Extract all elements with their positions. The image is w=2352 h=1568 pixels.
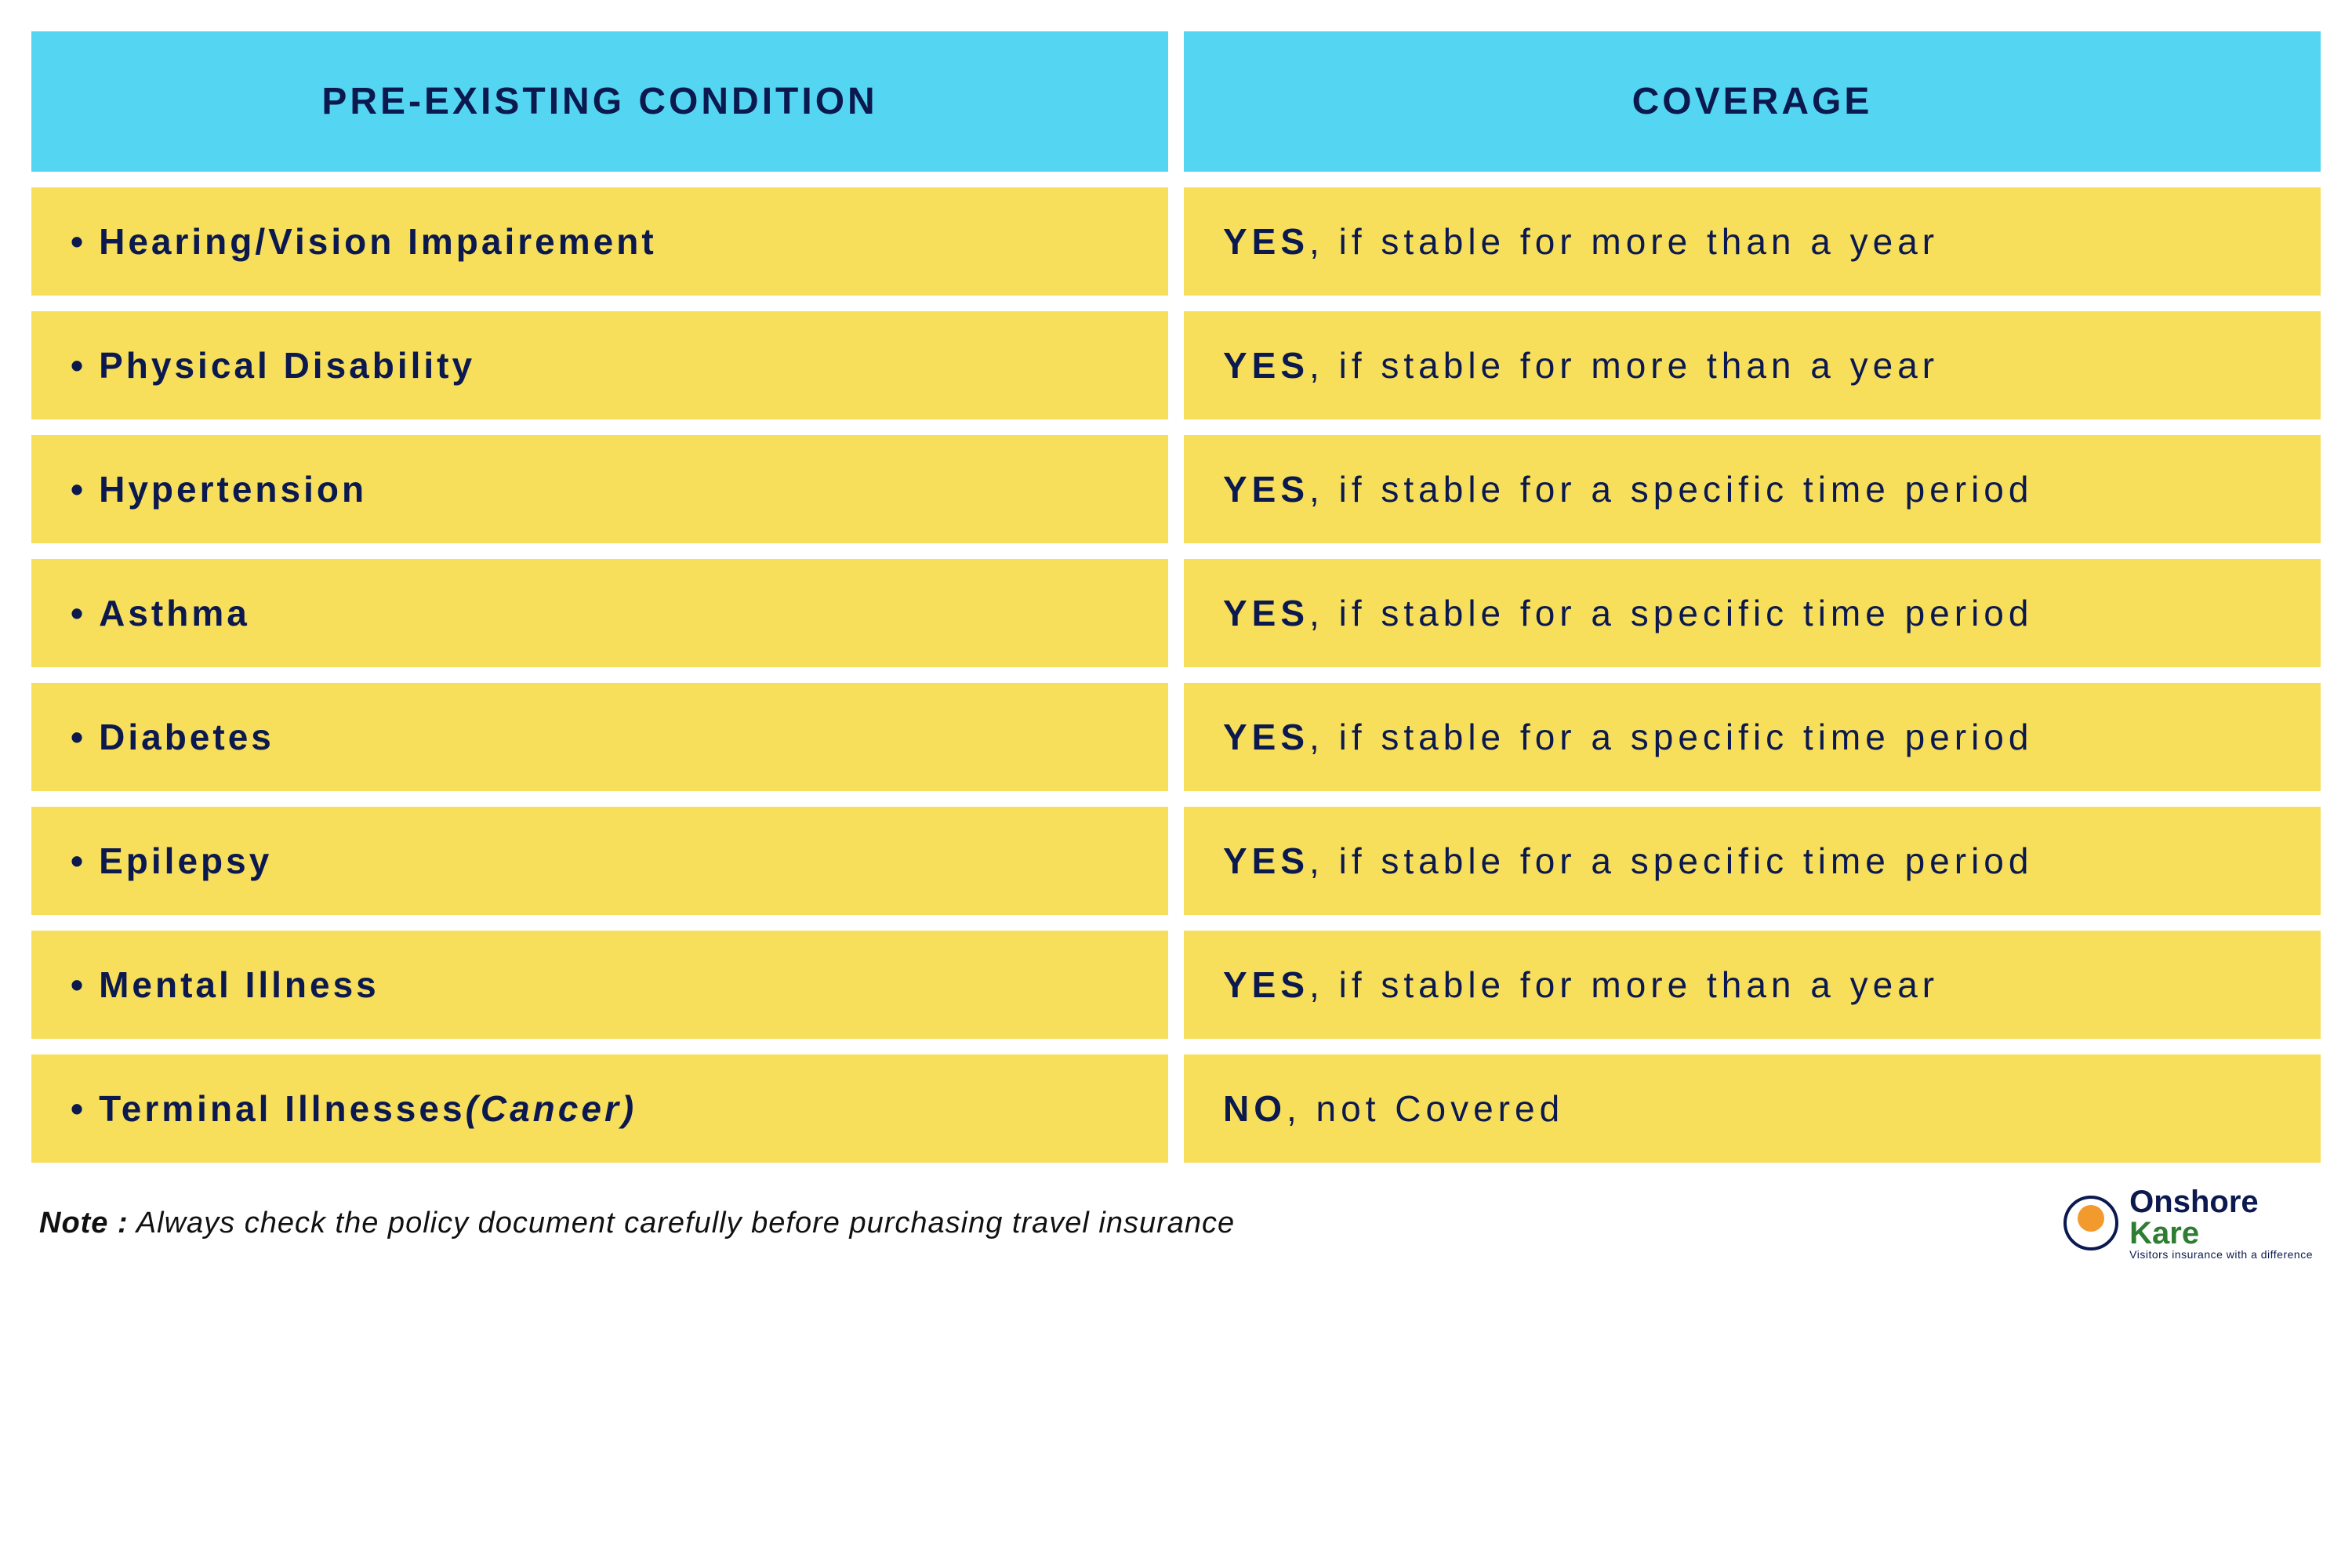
brand-logo: OnshoreKare Visitors insurance with a di… bbox=[2063, 1186, 2313, 1260]
bullet-icon: • bbox=[71, 840, 86, 882]
coverage-detail: , if stable for more than a year bbox=[1309, 964, 1939, 1006]
bullet-icon: • bbox=[71, 344, 86, 387]
condition-text: Asthma bbox=[99, 592, 250, 634]
table-row: • Hypertension YES, if stable for a specif… bbox=[31, 435, 2321, 543]
condition-cell: • Terminal Illnesses (Cancer) bbox=[31, 1054, 1168, 1163]
coverage-cell: YES, if stable for a specific time perio… bbox=[1184, 683, 2321, 791]
logo-tagline: Visitors insurance with a difference bbox=[2129, 1249, 2313, 1260]
coverage-answer: YES bbox=[1223, 220, 1309, 263]
footer: Note : Always check the policy document … bbox=[31, 1178, 2321, 1260]
coverage-detail: , if stable for a specific time period bbox=[1309, 592, 2033, 634]
condition-text: Physical Disability bbox=[99, 344, 475, 387]
condition-cell: • Diabetes bbox=[31, 683, 1168, 791]
condition-cell: • Hypertension bbox=[31, 435, 1168, 543]
bullet-icon: • bbox=[71, 964, 86, 1006]
condition-cell: • Epilepsy bbox=[31, 807, 1168, 915]
table-header-row: PRE-EXISTING CONDITION COVERAGE bbox=[31, 31, 2321, 187]
table-row: • Diabetes YES, if stable for a specific t… bbox=[31, 683, 2321, 791]
table-row: • Epilepsy YES, if stable for a specific t… bbox=[31, 807, 2321, 915]
condition-text: Hypertension bbox=[99, 468, 367, 510]
coverage-answer: YES bbox=[1223, 840, 1309, 882]
table-body: •Hearing/Vision ImpairementYES, if stabl… bbox=[31, 187, 2321, 1178]
footnote: Note : Always check the policy document … bbox=[39, 1207, 1235, 1240]
footnote-text: Always check the policy document careful… bbox=[129, 1207, 1236, 1240]
coverage-detail: , if stable for a specific time period bbox=[1309, 468, 2033, 510]
coverage-answer: YES bbox=[1223, 964, 1309, 1006]
coverage-answer: YES bbox=[1223, 592, 1309, 634]
coverage-answer: NO bbox=[1223, 1087, 1287, 1130]
coverage-detail: , not Covered bbox=[1287, 1087, 1564, 1130]
table-row: • Physical Disability YES, if stable for m… bbox=[31, 311, 2321, 419]
coverage-cell: YES, if stable for a specific time perio… bbox=[1184, 559, 2321, 667]
coverage-cell: YES, if stable for more than a year bbox=[1184, 311, 2321, 419]
bullet-icon: • bbox=[71, 1087, 86, 1130]
condition-cell: • Hearing/Vision Impairement bbox=[31, 187, 1168, 296]
bullet-icon: • bbox=[71, 220, 86, 263]
coverage-detail: , if stable for more than a year bbox=[1309, 344, 1939, 387]
logo-name-2: Kare bbox=[2129, 1216, 2199, 1250]
condition-text: Terminal Illnesses bbox=[99, 1087, 465, 1130]
coverage-cell: NO, not Covered bbox=[1184, 1054, 2321, 1163]
condition-cell: • Physical Disability bbox=[31, 311, 1168, 419]
table-row: • Mental Illness YES, if stable for more t… bbox=[31, 931, 2321, 1039]
table-row: • Hearing/Vision Impairement YES, if stabl… bbox=[31, 187, 2321, 296]
bullet-icon: • bbox=[71, 716, 86, 758]
logo-text: OnshoreKare Visitors insurance with a di… bbox=[2129, 1186, 2313, 1260]
condition-text: Mental Illness bbox=[99, 964, 379, 1006]
header-coverage: COVERAGE bbox=[1184, 31, 2321, 172]
bullet-icon: • bbox=[71, 592, 86, 634]
table-row: • Asthma YES, if stable for a specific tim… bbox=[31, 559, 2321, 667]
header-condition: PRE-EXISTING CONDITION bbox=[31, 31, 1168, 172]
coverage-answer: YES bbox=[1223, 344, 1309, 387]
infographic-container: PRE-EXISTING CONDITION COVERAGE • Hearing… bbox=[31, 31, 2321, 1537]
coverage-cell: YES, if stable for more than a year bbox=[1184, 931, 2321, 1039]
condition-italic: (Cancer) bbox=[466, 1087, 637, 1130]
table-row: • Terminal Illnesses (Cancer) NO, not Cove… bbox=[31, 1054, 2321, 1163]
logo-icon bbox=[2063, 1196, 2118, 1250]
condition-cell: • Mental Illness bbox=[31, 931, 1168, 1039]
coverage-cell: YES, if stable for a specific time perio… bbox=[1184, 807, 2321, 915]
coverage-cell: YES, if stable for a specific time perio… bbox=[1184, 435, 2321, 543]
coverage-detail: , if stable for a specific time period bbox=[1309, 716, 2033, 758]
condition-text: Diabetes bbox=[99, 716, 274, 758]
coverage-cell: YES, if stable for more than a year bbox=[1184, 187, 2321, 296]
coverage-detail: , if stable for more than a year bbox=[1309, 220, 1939, 263]
condition-text: Epilepsy bbox=[99, 840, 272, 882]
coverage-answer: YES bbox=[1223, 468, 1309, 510]
coverage-detail: , if stable for a specific time period bbox=[1309, 840, 2033, 882]
logo-name-1: Onshore bbox=[2129, 1185, 2258, 1219]
condition-cell: • Asthma bbox=[31, 559, 1168, 667]
condition-text: Hearing/Vision Impairement bbox=[99, 220, 657, 263]
coverage-answer: YES bbox=[1223, 716, 1309, 758]
bullet-icon: • bbox=[71, 468, 86, 510]
footnote-label: Note : bbox=[39, 1207, 129, 1240]
